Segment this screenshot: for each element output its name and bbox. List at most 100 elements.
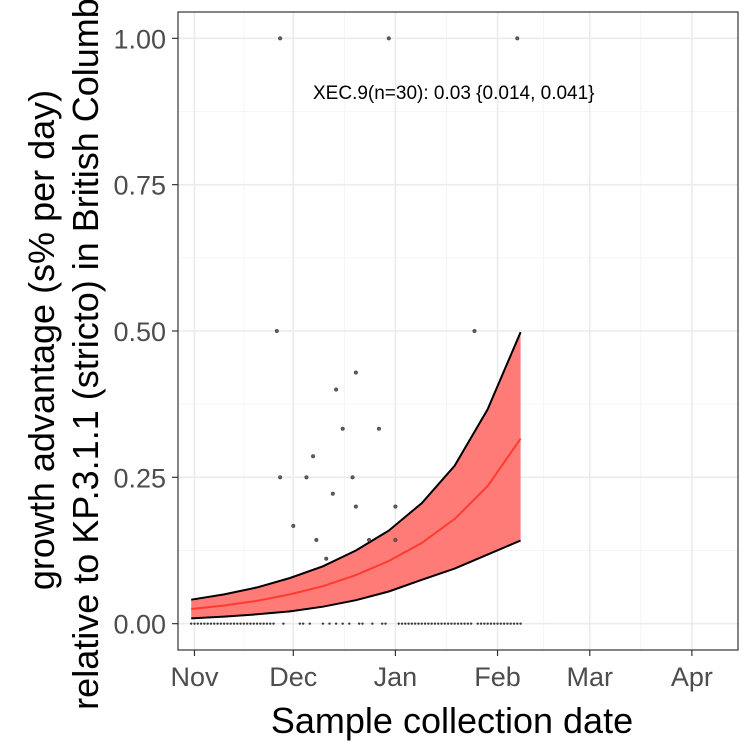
observed-point-zero (193, 622, 196, 625)
observed-point (324, 556, 329, 561)
y-tick-label: 0.50 (113, 317, 166, 347)
observed-point-zero (232, 622, 236, 625)
observed-point-zero (265, 622, 269, 625)
y-tick-label: 0.25 (113, 463, 166, 493)
observed-point (340, 426, 345, 431)
observed-point-zero (219, 622, 223, 625)
observed-point (376, 426, 381, 431)
observed-point-zero (423, 622, 427, 625)
observed-point (515, 36, 520, 41)
observed-point-zero (496, 622, 499, 625)
observed-point-zero (404, 622, 407, 625)
observed-point-zero (216, 622, 219, 625)
observed-point-zero (483, 622, 486, 625)
observed-point-zero (460, 622, 463, 625)
observed-point-zero (222, 622, 226, 625)
x-axis-ticks: Nov Dec Jan Feb Mar Apr (170, 650, 713, 692)
observed-point (330, 491, 335, 496)
observed-point-zero (301, 622, 305, 625)
x-tick-label: Mar (567, 662, 614, 692)
observed-point-zero (486, 622, 489, 625)
observed-point-zero (242, 622, 246, 625)
observed-point-zero (437, 622, 440, 625)
model-annotation: XEC.9(n=30): 0.03 {0.014, 0.041} (313, 83, 595, 104)
ribbon-upper-bound-line (191, 331, 522, 601)
observed-point-zero (361, 622, 364, 625)
observed-point (334, 387, 339, 392)
observed-point (353, 370, 358, 375)
observed-point-zero (479, 622, 483, 625)
observed-point (353, 504, 358, 509)
observed-point-zero (272, 622, 275, 625)
observed-point-zero (499, 622, 503, 625)
observed-point-zero (298, 622, 302, 625)
y-axis-title-line-2: relative to KP.3.1.1 (stricto) in Britis… (65, 0, 106, 710)
observed-point-zero (417, 622, 420, 625)
observed-point (350, 475, 355, 480)
observed-point-zero (430, 622, 433, 625)
observed-point-zero (519, 622, 522, 625)
confidence-ribbon (191, 332, 521, 619)
observed-point-zero (255, 622, 259, 625)
observed-point-zero (249, 622, 252, 625)
observed-point-zero (371, 622, 374, 625)
observed-point-zero (427, 622, 430, 625)
x-tick-label: Jan (374, 662, 418, 692)
y-tick-label: 1.00 (113, 24, 166, 54)
observed-point-zero (512, 622, 516, 625)
observed-point-zero (502, 622, 506, 625)
ribbon-lower-bound-line (191, 539, 521, 620)
observed-point-zero (413, 622, 417, 625)
observed-point (274, 328, 279, 334)
observed-point-zero (348, 622, 351, 625)
observed-point-zero (229, 622, 232, 625)
y-axis-title: growth advantage (s% per day) relative t… (21, 0, 106, 710)
observed-point-zero (506, 622, 509, 625)
observed-point-zero (213, 622, 216, 625)
observed-point-zero (334, 622, 338, 625)
observed-point-zero (199, 622, 203, 625)
x-tick-label: Nov (170, 662, 219, 692)
observed-point-zero (189, 622, 193, 625)
observed-point-zero (341, 622, 344, 625)
observed-point-zero (321, 622, 325, 625)
observed-point-zero (239, 622, 242, 625)
observed-point-zero (206, 622, 209, 625)
observed-point-zero (400, 622, 404, 625)
observed-point (291, 523, 296, 528)
observed-point (278, 475, 283, 480)
x-tick-label: Dec (269, 662, 317, 692)
observed-point-zero (262, 622, 265, 625)
y-tick-label: 0.75 (113, 171, 166, 201)
observed-point (311, 454, 316, 459)
observed-point-zero (282, 622, 285, 625)
observed-point-zero (516, 622, 519, 625)
observed-point (304, 475, 309, 480)
observed-point-zero (328, 622, 331, 625)
observed-point-zero (456, 622, 460, 625)
observed-point-zero (433, 622, 437, 625)
observed-point-zero (476, 622, 479, 625)
fitted-growth-line (191, 438, 522, 610)
observed-point-zero (466, 622, 470, 625)
observed-point-zero (259, 622, 262, 625)
observed-point-zero (493, 622, 496, 625)
observed-point-zero (357, 622, 361, 625)
observed-point-zero (196, 622, 199, 625)
observed-point-zero (397, 622, 400, 625)
observed-point-zero (463, 622, 466, 625)
x-tick-label: Feb (474, 662, 521, 692)
observed-point-zero (407, 622, 410, 625)
x-axis-title: Sample collection date (271, 700, 633, 741)
observed-points (189, 36, 522, 625)
observed-point-zero (269, 622, 272, 625)
observed-point-zero (440, 622, 443, 625)
observed-point-zero (489, 622, 493, 625)
y-axis-ticks: 0.00 0.25 0.50 0.75 1.00 (113, 24, 178, 640)
observed-point-zero (469, 622, 473, 625)
observed-point (393, 504, 398, 509)
observed-point-zero (252, 622, 255, 625)
observed-point (393, 537, 398, 543)
observed-point (314, 537, 319, 543)
